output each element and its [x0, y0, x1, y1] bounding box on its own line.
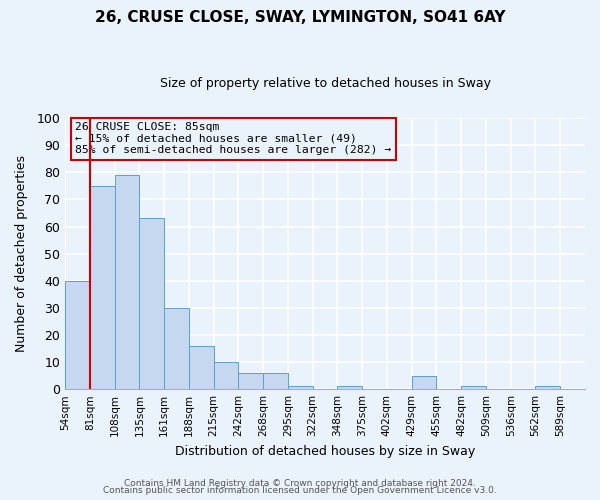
Bar	[461, 386, 486, 389]
Bar	[263, 373, 288, 389]
Text: Contains HM Land Registry data © Crown copyright and database right 2024.: Contains HM Land Registry data © Crown c…	[124, 478, 476, 488]
Bar	[238, 373, 263, 389]
Text: 26, CRUSE CLOSE, SWAY, LYMINGTON, SO41 6AY: 26, CRUSE CLOSE, SWAY, LYMINGTON, SO41 6…	[95, 10, 505, 25]
Bar	[189, 346, 214, 389]
Bar	[412, 376, 436, 389]
Bar	[535, 386, 560, 389]
Bar	[65, 280, 90, 389]
Bar	[90, 186, 115, 389]
Bar	[139, 218, 164, 389]
Bar	[214, 362, 238, 389]
Title: Size of property relative to detached houses in Sway: Size of property relative to detached ho…	[160, 78, 491, 90]
Bar	[164, 308, 189, 389]
Text: Contains public sector information licensed under the Open Government Licence v3: Contains public sector information licen…	[103, 486, 497, 495]
X-axis label: Distribution of detached houses by size in Sway: Distribution of detached houses by size …	[175, 444, 475, 458]
Bar	[337, 386, 362, 389]
Bar	[115, 175, 139, 389]
Text: 26 CRUSE CLOSE: 85sqm
← 15% of detached houses are smaller (49)
85% of semi-deta: 26 CRUSE CLOSE: 85sqm ← 15% of detached …	[76, 122, 392, 156]
Y-axis label: Number of detached properties: Number of detached properties	[15, 155, 28, 352]
Bar	[288, 386, 313, 389]
